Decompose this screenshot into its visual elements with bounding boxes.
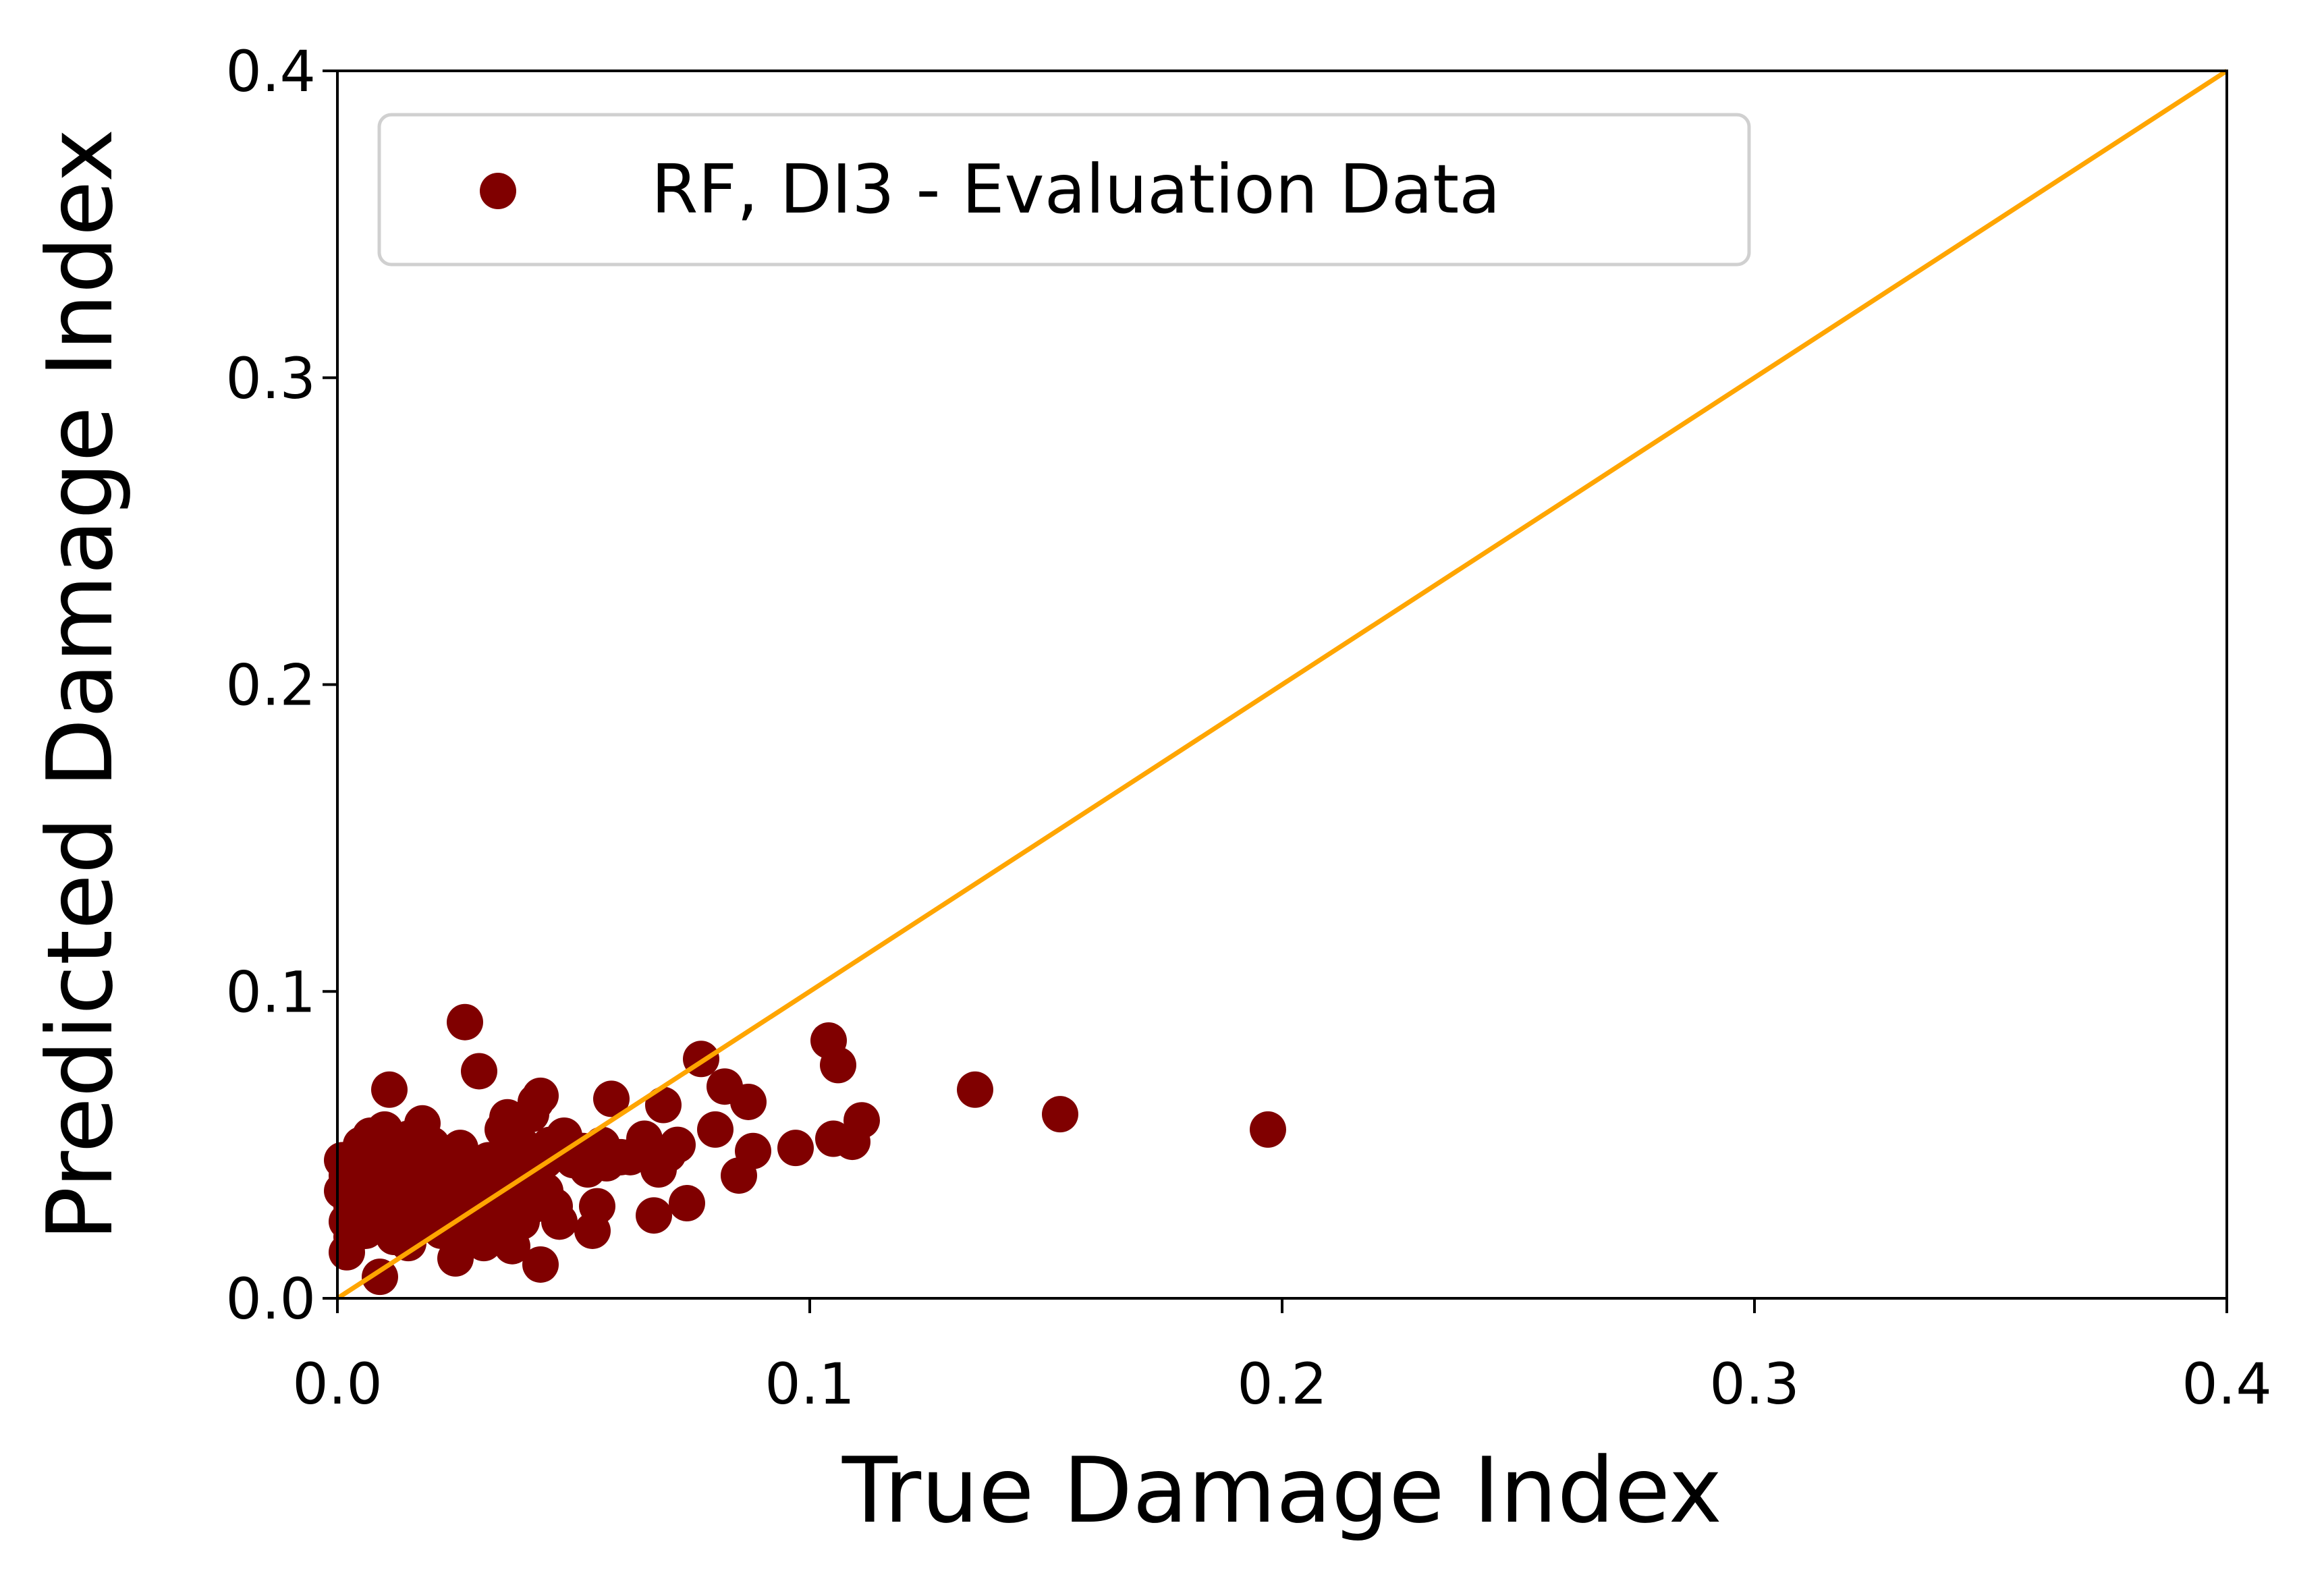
scatter-point <box>843 1102 880 1139</box>
scatter-point <box>820 1047 856 1084</box>
scatter-point <box>461 1053 497 1090</box>
scatter-point <box>636 1197 672 1234</box>
scatter-point <box>593 1080 630 1117</box>
y-tick-label: 0.2 <box>225 653 316 719</box>
legend-label: RF, DI3 - Evaluation Data <box>651 150 1501 229</box>
scatter-point <box>522 1077 559 1114</box>
scatter-point <box>659 1126 696 1163</box>
scatter-point <box>957 1071 993 1108</box>
x-tick-label: 0.3 <box>1709 1351 1800 1417</box>
scatter-point <box>777 1130 814 1167</box>
y-tick-label: 0.1 <box>225 959 316 1025</box>
x-tick-label: 0.1 <box>765 1351 855 1417</box>
y-tick-label: 0.0 <box>225 1266 316 1332</box>
x-tick-label: 0.4 <box>2182 1351 2272 1417</box>
scatter-point <box>1250 1111 1286 1148</box>
y-axis-title: Predicted Damage Index <box>28 129 133 1242</box>
scatter-point <box>371 1071 408 1108</box>
x-axis-title: True Damage Index <box>841 1438 1722 1543</box>
axis-ticks: 0.0 0.1 0.2 0.3 0.4 0.0 0.1 0.2 0.3 0.4 <box>225 38 2271 1417</box>
scatter-point <box>362 1258 398 1296</box>
scatter-point <box>579 1188 615 1225</box>
reference-line-layer <box>336 69 2228 1300</box>
scatter-point <box>447 1003 483 1041</box>
legend-box <box>377 113 1751 267</box>
scatter-point <box>522 1246 559 1283</box>
x-tick-label: 0.2 <box>1237 1351 1327 1417</box>
scatter-point <box>697 1111 734 1148</box>
scatter-point <box>730 1083 767 1120</box>
scatter-point <box>669 1185 705 1222</box>
x-tick-label: 0.0 <box>292 1351 383 1417</box>
data-points <box>324 1003 1286 1296</box>
reference-line <box>336 69 2228 1300</box>
scatter-point <box>1042 1096 1078 1133</box>
y-tick-label: 0.4 <box>225 38 316 105</box>
scatter-point <box>645 1086 682 1124</box>
y-tick-label: 0.3 <box>225 345 316 412</box>
legend: RF, DI3 - Evaluation Data <box>377 113 1751 267</box>
scatter-point <box>735 1132 771 1169</box>
scatter-point <box>541 1203 578 1240</box>
legend-marker <box>480 173 516 209</box>
